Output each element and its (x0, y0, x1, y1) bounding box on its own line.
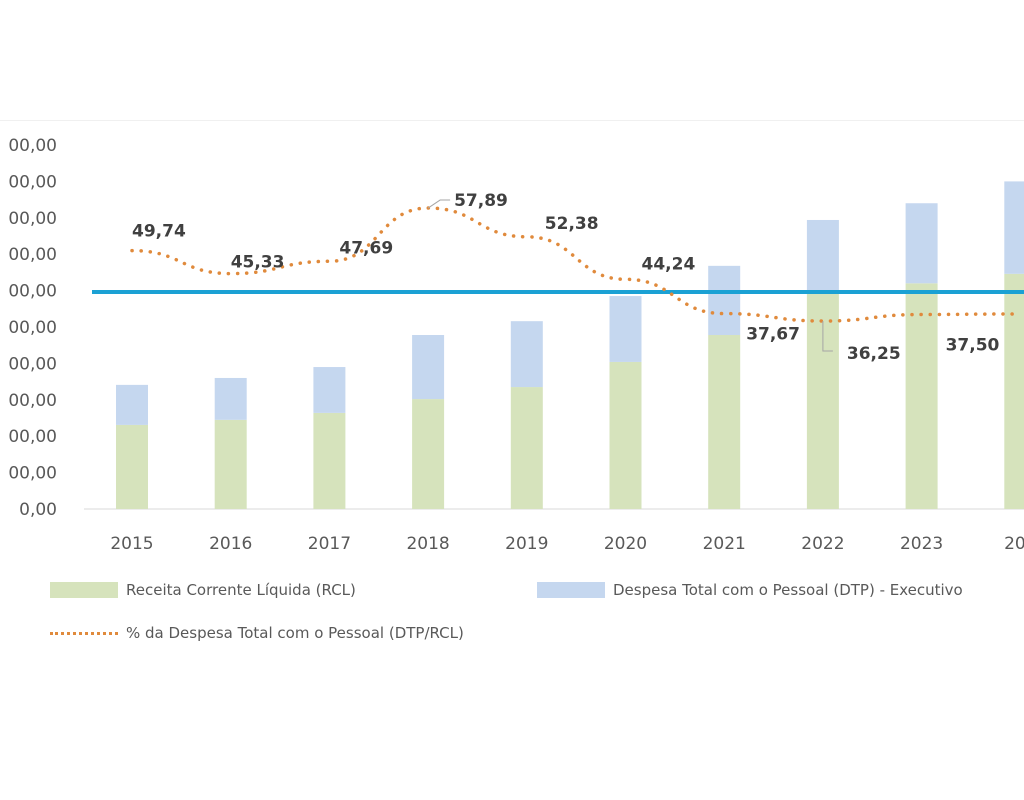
data-label-pct: 44,24 (642, 254, 696, 274)
x-tick-label: 2018 (406, 534, 449, 554)
bar-rcl (510, 387, 543, 509)
x-tick-label: 2020 (604, 534, 647, 554)
leader-line (822, 321, 833, 352)
chart: 0,00 00,00 00,00 00,00 00,00 00,00 00,00 00,00 0… (8, 136, 1024, 554)
bar-rcl (313, 412, 346, 509)
bar-rcl (214, 419, 247, 509)
bar-dtp (708, 265, 741, 336)
x-tick-label: 2019 (505, 534, 548, 554)
data-label-pct: 52,38 (545, 214, 599, 234)
y-tick-label: 00,00 (8, 209, 57, 229)
legend-label-dtp: Despesa Total com o Pessoal (DTP) - Exec… (613, 581, 963, 599)
y-tick-label: 00,00 (8, 282, 57, 302)
data-label-pct: 36,25 (847, 344, 901, 364)
bar-dtp (214, 377, 247, 420)
x-tick-label: 2017 (308, 534, 351, 554)
bar-rcl (609, 361, 642, 509)
bar-rcl (116, 424, 148, 509)
x-tick-label: 2023 (900, 534, 943, 554)
bar-dtp (510, 321, 543, 388)
y-tick-label: 00,00 (8, 354, 57, 374)
top-border (0, 120, 1024, 121)
bar-dtp (806, 219, 839, 291)
bar-dtp (313, 367, 346, 413)
bar-dtp (609, 296, 642, 362)
data-label-pct: 37,50 (946, 335, 1000, 355)
bar-dtp (1004, 181, 1024, 274)
legend-item-rcl: Receita Corrente Líquida (RCL) (50, 581, 356, 599)
y-tick-label: 00,00 (8, 172, 57, 192)
leader-line (427, 199, 451, 209)
y-tick-label: 00,00 (8, 318, 57, 338)
data-label-pct: 57,89 (454, 191, 508, 211)
data-label-pct: 47,69 (339, 238, 393, 258)
legend-item-dtp: Despesa Total com o Pessoal (DTP) - Exec… (537, 581, 963, 599)
y-tick-label: 00,00 (8, 427, 57, 447)
legend-label-pct: % da Despesa Total com o Pessoal (DTP/RC… (126, 624, 464, 642)
line-pct (130, 206, 1023, 323)
bar-dtp (116, 384, 148, 425)
bar-dtp (412, 335, 445, 400)
data-label-pct: 45,33 (231, 253, 285, 273)
x-tick-label: 2022 (801, 534, 844, 554)
legend-swatch-dtp (537, 582, 605, 598)
x-tick-label: 2016 (209, 534, 252, 554)
data-label-pct: 49,74 (132, 222, 186, 242)
x-tick-label: 202 (1004, 534, 1024, 554)
legend-item-pct: % da Despesa Total com o Pessoal (DTP/RC… (50, 624, 464, 642)
y-tick-label: 00,00 (8, 464, 57, 484)
legend-swatch-rcl (50, 582, 118, 598)
legend-label-rcl: Receita Corrente Líquida (RCL) (126, 581, 356, 599)
x-tick-label: 2015 (110, 534, 153, 554)
data-label-pct: 37,67 (746, 325, 800, 345)
x-tick-label: 2021 (703, 534, 746, 554)
y-tick-label: 00,00 (8, 391, 57, 411)
bar-rcl (905, 283, 938, 509)
bar-dtp (905, 203, 938, 284)
legend-swatch-pct (50, 631, 118, 635)
bar-rcl (412, 399, 445, 509)
y-tick-label: 0,00 (19, 500, 57, 520)
y-tick-label: 00,00 (8, 136, 57, 156)
y-tick-label: 00,00 (8, 245, 57, 265)
bar-rcl (708, 335, 741, 509)
bar-rcl (1004, 273, 1024, 509)
